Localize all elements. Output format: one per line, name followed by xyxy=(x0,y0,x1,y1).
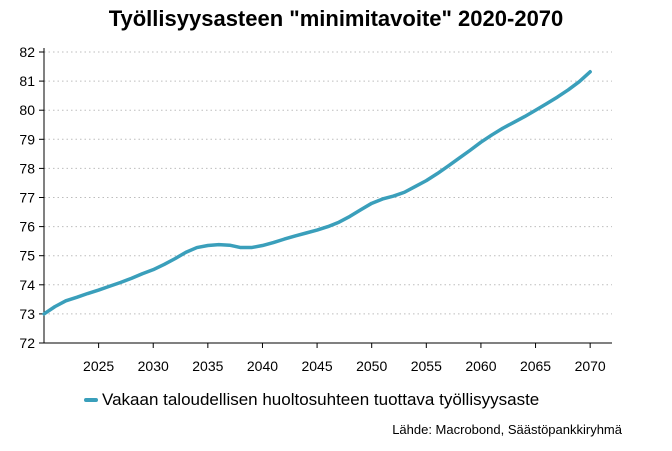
x-axis-ticks: 2025 2030 2035 2040 2045 2050 2055 2060 2065 2070 xyxy=(83,343,606,374)
x-tick-label: 2050 xyxy=(356,358,387,374)
legend-swatch xyxy=(84,398,98,402)
y-tick-label: 75 xyxy=(19,248,35,264)
y-tick-label: 81 xyxy=(19,73,35,89)
x-tick-label: 2070 xyxy=(575,358,606,374)
y-tick-label: 78 xyxy=(19,160,35,176)
y-tick-label: 74 xyxy=(19,277,35,293)
y-axis-ticks: 72 73 74 75 76 77 78 79 80 81 82 xyxy=(19,44,44,351)
x-tick-label: 2025 xyxy=(83,358,114,374)
chart-title: Työllisyysasteen "minimitavoite" 2020-20… xyxy=(108,6,564,31)
x-tick-label: 2035 xyxy=(192,358,223,374)
y-tick-label: 76 xyxy=(19,219,35,235)
x-tick-label: 2030 xyxy=(138,358,169,374)
legend: Vakaan taloudellisen huoltosuhteen tuott… xyxy=(84,390,539,410)
x-tick-label: 2065 xyxy=(520,358,551,374)
source-note: Lähde: Macrobond, Säästöpankkiryhmä xyxy=(392,422,622,437)
y-tick-label: 79 xyxy=(19,131,35,147)
gridlines xyxy=(44,51,612,344)
series-line xyxy=(42,70,592,316)
series-lines xyxy=(42,70,592,316)
y-tick-label: 77 xyxy=(19,190,35,206)
y-tick-label: 72 xyxy=(19,335,35,351)
x-tick-label: 2060 xyxy=(465,358,496,374)
y-tick-label: 80 xyxy=(19,102,35,118)
y-tick-label: 82 xyxy=(19,44,35,60)
y-tick-label: 73 xyxy=(19,306,35,322)
x-tick-label: 2040 xyxy=(247,358,278,374)
axes xyxy=(43,48,612,344)
x-tick-label: 2045 xyxy=(301,358,332,374)
legend-label: Vakaan taloudellisen huoltosuhteen tuott… xyxy=(102,390,540,409)
x-tick-label: 2055 xyxy=(411,358,442,374)
